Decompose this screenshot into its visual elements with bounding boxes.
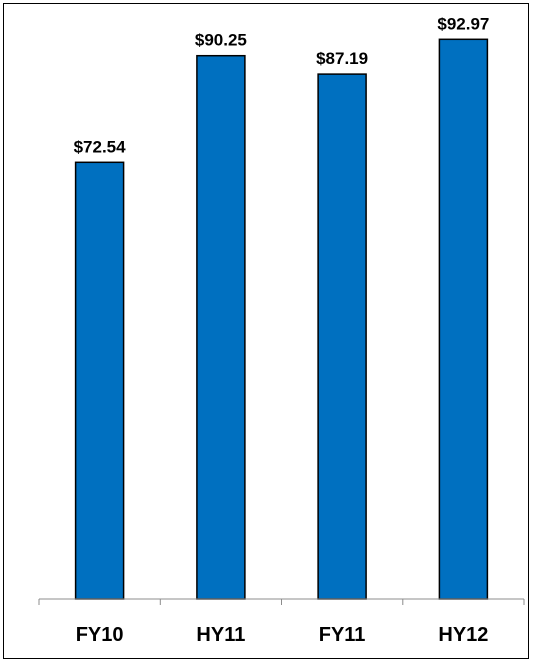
bars-group [74, 38, 489, 600]
bar-fy11 [317, 73, 367, 600]
x-tick-label-hy11: HY11 [196, 624, 245, 646]
data-label-hy11: $90.25 [195, 31, 247, 50]
data-label-fy11: $87.19 [316, 49, 368, 68]
x-tick-labels-group: FY10 HY11 FY11 HY12 [76, 624, 489, 646]
bar-hy11 [196, 54, 246, 600]
bar-hy12 [438, 38, 489, 600]
bar-fy10 [74, 161, 125, 600]
data-label-hy12: $92.97 [437, 14, 489, 33]
x-axis [38, 598, 525, 605]
x-tick-label-fy11: FY11 [319, 624, 366, 646]
data-label-fy10: $72.54 [74, 137, 127, 156]
data-labels-group: $72.54 $90.25 $87.19 $92.97 [74, 14, 490, 156]
x-tick-label-fy10: FY10 [76, 624, 124, 646]
x-tick-label-hy12: HY12 [438, 624, 488, 646]
